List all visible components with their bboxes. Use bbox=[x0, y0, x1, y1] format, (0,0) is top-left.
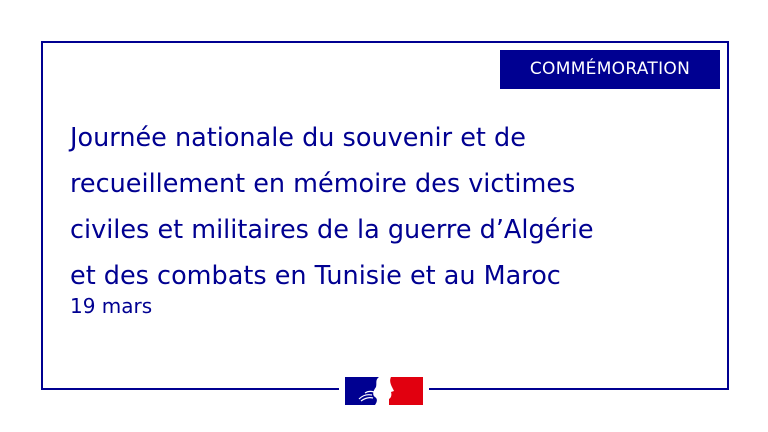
frame-bottom-left bbox=[41, 388, 339, 390]
page-title: Journée nationale du souvenir et de recu… bbox=[70, 115, 720, 299]
title-line: recueillement en mémoire des victimes bbox=[70, 169, 576, 199]
marianne-logo-icon bbox=[345, 377, 423, 405]
title-line: Journée nationale du souvenir et de bbox=[70, 123, 526, 153]
title-line: et des combats en Tunisie et au Maroc bbox=[70, 261, 561, 291]
event-date: 19 mars bbox=[70, 294, 153, 318]
frame-bottom-right bbox=[429, 388, 727, 390]
title-line: civiles et militaires de la guerre d’Alg… bbox=[70, 215, 594, 245]
category-badge: COMMÉMORATION bbox=[500, 50, 720, 89]
card-frame bbox=[41, 41, 729, 390]
